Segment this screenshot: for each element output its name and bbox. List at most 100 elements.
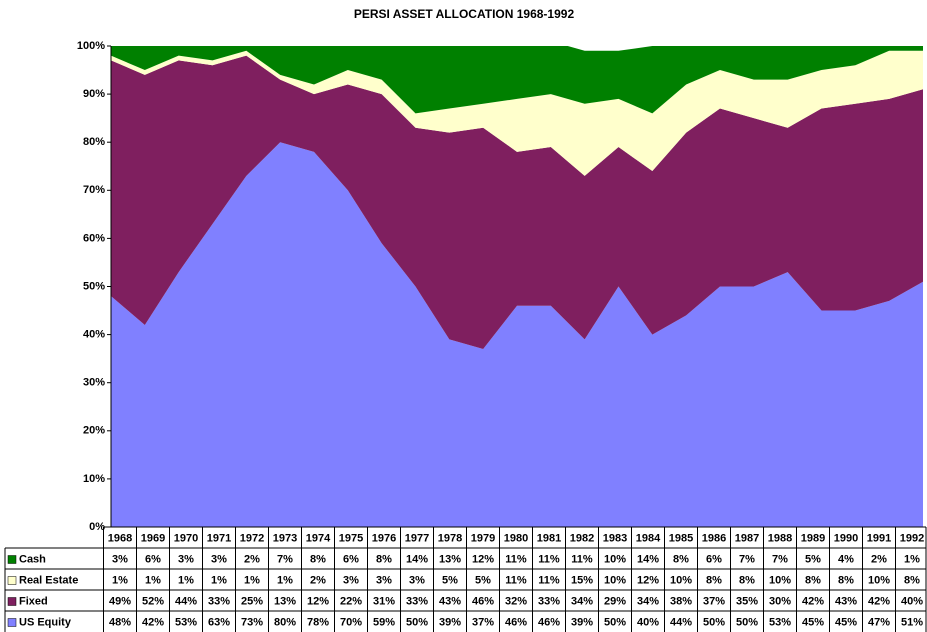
y-tick-label: 40% xyxy=(83,329,105,341)
y-tick-label: 10% xyxy=(83,473,105,485)
data-label: 35% xyxy=(736,595,758,607)
data-label: 34% xyxy=(571,595,593,607)
data-label: 22% xyxy=(340,595,362,607)
data-label: 39% xyxy=(571,616,593,628)
data-label: 40% xyxy=(637,616,659,628)
data-label: 3% xyxy=(112,553,128,565)
x-tick-label: 1976 xyxy=(372,532,396,544)
legend-swatch xyxy=(7,618,17,627)
data-label: 11% xyxy=(571,553,593,565)
data-label: 6% xyxy=(145,553,161,565)
data-label: 80% xyxy=(274,616,296,628)
y-tick-label: 20% xyxy=(83,425,105,437)
data-label: 10% xyxy=(769,574,791,586)
data-label: 1% xyxy=(244,574,260,586)
data-label: 1% xyxy=(277,574,293,586)
x-tick-label: 1980 xyxy=(504,532,528,544)
data-label: 8% xyxy=(805,574,821,586)
y-tick-label: 30% xyxy=(83,377,105,389)
plot-area xyxy=(111,46,923,527)
y-tick-label: 90% xyxy=(83,88,105,100)
data-label: 51% xyxy=(901,616,923,628)
y-tick-label: 60% xyxy=(83,232,105,244)
x-tick-label: 1988 xyxy=(768,532,792,544)
data-label: 53% xyxy=(175,616,197,628)
data-label: 59% xyxy=(373,616,395,628)
data-label: 32% xyxy=(505,595,527,607)
data-label: 13% xyxy=(439,553,461,565)
x-tick-label: 1968 xyxy=(108,532,132,544)
data-label: 8% xyxy=(838,574,854,586)
y-tick-label: 100% xyxy=(77,40,105,52)
y-tick-label: 50% xyxy=(83,280,105,292)
data-label: 4% xyxy=(838,553,854,565)
data-label: 10% xyxy=(868,574,890,586)
data-label: 3% xyxy=(211,553,227,565)
data-label: 7% xyxy=(772,553,788,565)
area xyxy=(111,50,923,176)
data-label: 50% xyxy=(406,616,428,628)
chart-title: PERSI ASSET ALLOCATION 1968-1992 xyxy=(354,7,575,21)
data-label: 3% xyxy=(376,574,392,586)
data-label: 78% xyxy=(307,616,329,628)
data-label: 12% xyxy=(307,595,329,607)
legend-swatch xyxy=(7,597,17,606)
x-tick-label: 1971 xyxy=(207,532,231,544)
data-label: 63% xyxy=(208,616,230,628)
data-label: 8% xyxy=(904,574,920,586)
data-label: 33% xyxy=(208,595,230,607)
data-label: 2% xyxy=(310,574,326,586)
data-label: 47% xyxy=(868,616,890,628)
data-label: 8% xyxy=(310,553,326,565)
data-label: 38% xyxy=(670,595,692,607)
data-label: 37% xyxy=(703,595,725,607)
x-tick-label: 1987 xyxy=(735,532,759,544)
x-tick-label: 1977 xyxy=(405,532,429,544)
data-label: 12% xyxy=(472,553,494,565)
x-tick-label: 1982 xyxy=(570,532,594,544)
x-tick-label: 1981 xyxy=(537,532,561,544)
legend-label: Cash xyxy=(19,553,46,565)
x-tick-label: 1970 xyxy=(174,532,198,544)
data-label: 11% xyxy=(538,553,560,565)
x-tick-label: 1992 xyxy=(900,532,924,544)
x-tick-label: 1989 xyxy=(801,532,825,544)
data-label: 5% xyxy=(442,574,458,586)
data-label: 46% xyxy=(505,616,527,628)
data-label: 73% xyxy=(241,616,263,628)
data-label: 50% xyxy=(736,616,758,628)
x-tick-label: 1985 xyxy=(669,532,693,544)
data-label: 25% xyxy=(241,595,263,607)
legend-label: US Equity xyxy=(19,616,72,628)
data-label: 1% xyxy=(145,574,161,586)
x-tick-label: 1984 xyxy=(636,532,661,544)
data-label: 49% xyxy=(109,595,131,607)
data-label: 53% xyxy=(769,616,791,628)
area xyxy=(111,142,923,527)
x-tick-label: 1975 xyxy=(339,532,363,544)
data-label: 44% xyxy=(175,595,197,607)
data-label: 15% xyxy=(571,574,593,586)
data-label: 10% xyxy=(670,574,692,586)
data-label: 6% xyxy=(706,553,722,565)
data-label: 7% xyxy=(277,553,293,565)
data-label: 11% xyxy=(505,553,527,565)
data-label: 70% xyxy=(340,616,362,628)
x-tick-label: 1972 xyxy=(240,532,264,544)
legend-swatch xyxy=(7,555,17,564)
data-label: 5% xyxy=(805,553,821,565)
data-label: 43% xyxy=(835,595,857,607)
data-label: 42% xyxy=(142,616,164,628)
legend-label: Real Estate xyxy=(19,574,78,586)
axes: 0% 10% 20% 30% 40% 50% 60% 70% 80% 90% 100% 1968 196… xyxy=(4,40,927,632)
data-label: 1% xyxy=(178,574,194,586)
data-label: 7% xyxy=(739,553,755,565)
data-label: 37% xyxy=(472,616,494,628)
data-label: 5% xyxy=(475,574,491,586)
x-tick-label: 1973 xyxy=(273,532,297,544)
data-label: 31% xyxy=(373,595,395,607)
data-label: 33% xyxy=(538,595,560,607)
x-tick-label: 1979 xyxy=(471,532,495,544)
data-label: 42% xyxy=(868,595,890,607)
y-tick-label: 0% xyxy=(89,521,105,533)
